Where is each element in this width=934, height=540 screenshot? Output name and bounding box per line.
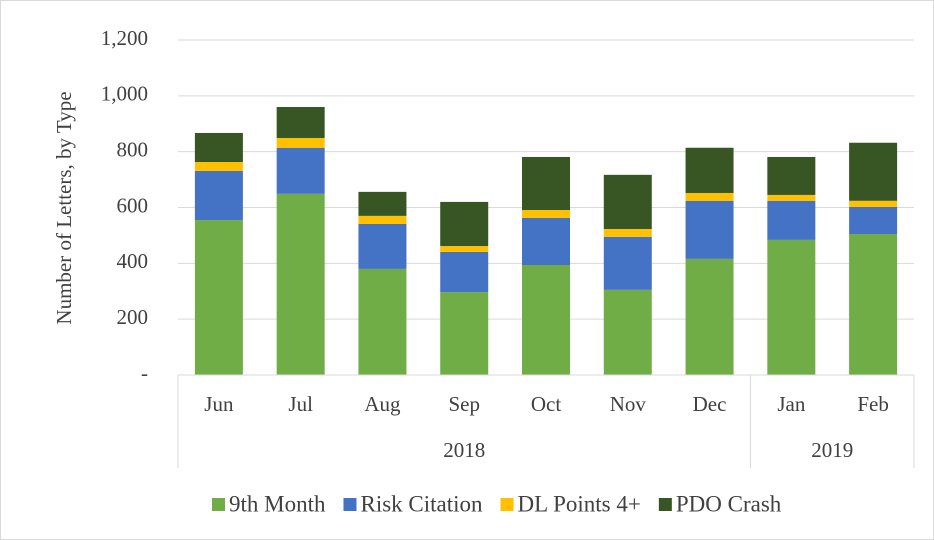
bar-segment	[685, 258, 734, 375]
bar-segment	[276, 137, 325, 148]
y-tick-label: 800	[117, 137, 149, 161]
bar-segment	[685, 192, 734, 201]
bar-segment	[849, 200, 898, 207]
bar-segment	[522, 265, 570, 375]
bar-segment	[440, 201, 489, 247]
legend-label: 9th Month	[229, 491, 326, 516]
legend-label: DL Points 4+	[518, 491, 641, 516]
bar-segment	[358, 268, 407, 375]
bar-segment	[522, 156, 570, 211]
bar-segment	[440, 246, 489, 252]
bar-segment	[358, 191, 407, 216]
x-tick-label: Feb	[857, 392, 889, 416]
group-label: 2018	[443, 438, 485, 462]
x-tick-label: Jun	[204, 392, 234, 416]
bar-segment	[194, 170, 243, 221]
bar-segment	[767, 156, 816, 195]
bar-segment	[276, 107, 325, 138]
bar-segment	[603, 289, 652, 375]
legend-swatch	[212, 498, 225, 511]
bar-segment	[603, 228, 652, 237]
bar-segment	[849, 234, 898, 375]
bar-segment	[685, 147, 734, 193]
bar-segment	[522, 217, 570, 266]
y-tick-label: 200	[117, 305, 149, 329]
bar-segment	[440, 251, 489, 293]
y-tick-label: 1,200	[101, 26, 148, 50]
bar-segment	[522, 210, 570, 218]
legend-swatch	[343, 498, 357, 511]
x-tick-label: Nov	[610, 392, 647, 416]
bar-segment	[849, 142, 898, 201]
bar-segment	[358, 223, 407, 269]
bar-segment	[603, 236, 652, 290]
bar-segment	[767, 200, 816, 240]
group-label: 2019	[811, 438, 853, 462]
bar-segment	[276, 193, 325, 375]
bar-segment	[194, 161, 243, 171]
y-tick-label: 1,000	[101, 82, 148, 106]
bar-segment	[603, 174, 652, 229]
bar-segment	[767, 194, 816, 201]
x-tick-label: Sep	[448, 392, 480, 416]
y-tick-label: -	[141, 361, 148, 385]
bar-segment	[440, 292, 489, 375]
legend-swatch	[500, 498, 514, 511]
legend-label: Risk Citation	[360, 491, 483, 516]
bar-segment	[358, 215, 407, 224]
bar-segment	[685, 200, 734, 259]
y-tick-label: 600	[117, 193, 149, 217]
bar-segment	[276, 147, 325, 194]
x-tick-label: Aug	[364, 392, 401, 416]
legend-label: PDO Crash	[676, 491, 782, 516]
bar-segment	[194, 220, 243, 375]
legend-swatch	[658, 498, 672, 511]
y-tick-label: 400	[117, 249, 149, 273]
x-tick-label: Jan	[777, 392, 805, 416]
y-axis-label: Number of Letters, by Type	[52, 91, 76, 324]
x-tick-label: Dec	[693, 392, 727, 416]
x-tick-label: Jul	[288, 392, 313, 416]
bar-segment	[767, 239, 816, 375]
bar-segment	[849, 206, 898, 235]
x-tick-label: Oct	[531, 392, 561, 416]
bar-segment	[194, 132, 243, 162]
